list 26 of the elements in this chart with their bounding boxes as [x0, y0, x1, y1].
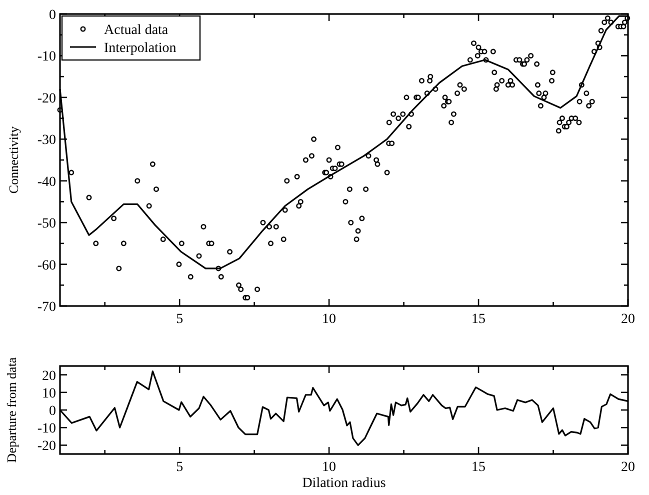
y-tick-label: -20: [37, 91, 56, 106]
y-tick-label: -50: [37, 216, 56, 232]
x-tick-label: 5: [176, 312, 184, 327]
y-tick-label: 0: [49, 404, 56, 419]
y-tick-label: 10: [42, 386, 56, 402]
x-tick-label: 20: [621, 312, 635, 327]
x-tick-label: 15: [472, 460, 486, 475]
y-tick-label: -10: [37, 422, 56, 437]
x-axis-title: Dilation radius: [302, 476, 386, 491]
y-tick-label: -20: [37, 439, 56, 454]
x-tick-label: 10: [322, 312, 336, 327]
x-tick-label: 20: [621, 460, 635, 475]
x-tick-label: 10: [322, 460, 336, 475]
legend-label: Actual data: [104, 23, 169, 38]
y-axis-title: Connectivity: [6, 126, 21, 194]
y-tick-label: -60: [37, 258, 56, 274]
legend-label: Interpolation: [104, 41, 176, 56]
x-tick-label: 5: [176, 460, 184, 475]
y-tick-label: -70: [37, 300, 56, 315]
x-tick-label: 15: [472, 312, 486, 327]
y-axis-title: Departure from data: [4, 357, 19, 463]
y-tick-label: -10: [37, 50, 56, 65]
y-tick-label: 20: [42, 368, 56, 384]
y-tick-label: -30: [37, 133, 56, 148]
y-tick-label: -40: [37, 174, 56, 190]
y-tick-label: 0: [49, 8, 56, 23]
